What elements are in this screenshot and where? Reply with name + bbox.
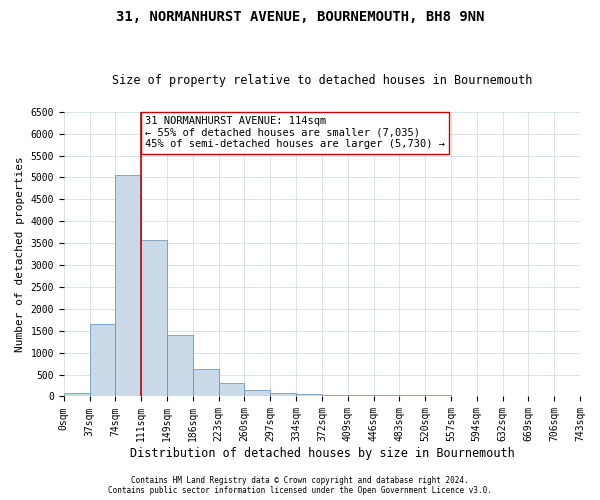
Bar xyxy=(244,390,270,396)
X-axis label: Distribution of detached houses by size in Bournemouth: Distribution of detached houses by size … xyxy=(130,447,514,460)
Bar xyxy=(193,370,218,396)
Text: 31, NORMANHURST AVENUE, BOURNEMOUTH, BH8 9NN: 31, NORMANHURST AVENUE, BOURNEMOUTH, BH8… xyxy=(116,10,484,24)
Bar xyxy=(270,392,296,396)
Text: Contains HM Land Registry data © Crown copyright and database right 2024.
Contai: Contains HM Land Registry data © Crown c… xyxy=(108,476,492,495)
Bar xyxy=(64,394,89,396)
Bar xyxy=(167,334,193,396)
Bar xyxy=(141,240,167,396)
Bar xyxy=(322,394,347,396)
Text: 31 NORMANHURST AVENUE: 114sqm
← 55% of detached houses are smaller (7,035)
45% o: 31 NORMANHURST AVENUE: 114sqm ← 55% of d… xyxy=(145,116,445,150)
Bar xyxy=(115,176,141,396)
Y-axis label: Number of detached properties: Number of detached properties xyxy=(15,156,25,352)
Bar xyxy=(400,395,425,396)
Title: Size of property relative to detached houses in Bournemouth: Size of property relative to detached ho… xyxy=(112,74,532,87)
Bar xyxy=(347,394,374,396)
Bar xyxy=(374,395,400,396)
Bar xyxy=(218,384,244,396)
Bar xyxy=(296,394,322,396)
Bar xyxy=(89,324,115,396)
